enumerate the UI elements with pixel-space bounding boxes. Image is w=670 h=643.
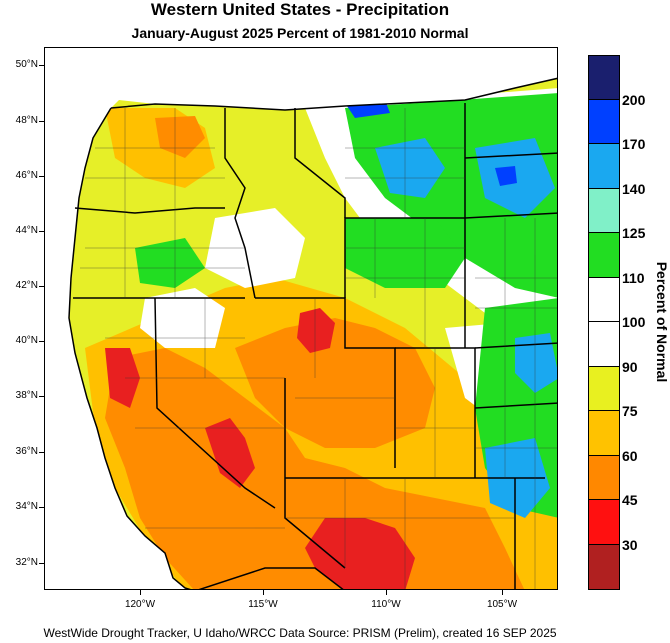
- legend-swatch-4: [589, 189, 619, 233]
- region-washington-dry: [155, 116, 205, 158]
- lat-tick-38: [39, 396, 45, 397]
- region-southwest-dry: [105, 348, 525, 589]
- legend-swatch-5: [589, 233, 619, 278]
- legend-label-125: 125: [622, 225, 646, 241]
- legend-swatch-11: [589, 500, 619, 545]
- lon-label-115: 115°W: [248, 599, 278, 610]
- color-legend: [588, 55, 620, 590]
- lat-label-44: 44°N: [15, 225, 38, 236]
- legend-swatch-12: [589, 545, 619, 589]
- lon-tick-120: [140, 589, 141, 595]
- region-dakota-very-wet: [495, 166, 517, 186]
- legend-swatch-10: [589, 456, 619, 500]
- lat-label-40: 40°N: [15, 335, 38, 346]
- map-canvas: [68, 77, 557, 589]
- legend-swatch-9: [589, 411, 619, 456]
- lat-label-42: 42°N: [15, 280, 38, 291]
- legend-label-140: 140: [622, 181, 646, 197]
- lat-label-36: 36°N: [15, 446, 38, 457]
- lat-tick-34: [39, 507, 45, 508]
- region-nevada-very-dry: [205, 418, 255, 488]
- legend-label-45: 45: [622, 492, 638, 508]
- lat-label-34: 34°N: [15, 501, 38, 512]
- legend-swatch-1: [589, 56, 619, 100]
- lat-label-38: 38°N: [15, 390, 38, 401]
- region-nevada-normal: [140, 288, 225, 348]
- lat-tick-44: [39, 231, 45, 232]
- legend-swatch-8: [589, 367, 619, 411]
- region-california-very-dry: [105, 348, 140, 408]
- lon-label-105: 105°W: [486, 599, 518, 610]
- region-utah-very-dry: [297, 308, 335, 353]
- county-lines: [80, 108, 557, 589]
- region-arizona-very-dry: [305, 518, 415, 589]
- legend-label-60: 60: [622, 448, 638, 464]
- legend-swatch-3: [589, 144, 619, 189]
- state-boundaries: [73, 103, 557, 589]
- lon-tick-105: [502, 589, 503, 595]
- legend-label-200: 200: [622, 92, 646, 108]
- lat-label-48: 48°N: [15, 115, 38, 126]
- legend-swatch-7: [589, 322, 619, 367]
- lat-tick-40: [39, 341, 45, 342]
- region-kansas-wet: [515, 333, 557, 393]
- map-subtitle: January-August 2025 Percent of 1981-2010…: [131, 25, 469, 41]
- legend-swatch-2: [589, 100, 619, 144]
- precipitation-map: [44, 47, 558, 590]
- lat-tick-48: [39, 121, 45, 122]
- legend-label-75: 75: [622, 403, 638, 419]
- lon-label-120: 120°W: [124, 599, 156, 610]
- legend-label-90: 90: [622, 359, 638, 375]
- lat-tick-42: [39, 286, 45, 287]
- lat-tick-32: [39, 563, 45, 564]
- region-idaho-above: [135, 238, 205, 288]
- lon-label-110: 110°W: [371, 599, 401, 610]
- region-montana-wet: [375, 138, 445, 198]
- lat-label-50: 50°N: [15, 59, 38, 70]
- legend-label-110: 110: [622, 270, 645, 286]
- mexico-border: [198, 567, 344, 589]
- legend-label-170: 170: [622, 136, 646, 152]
- footer-credit: WestWide Drought Tracker, U Idaho/WRCC D…: [43, 626, 557, 640]
- lat-label-32: 32°N: [15, 557, 38, 568]
- map-title: Western United States - Precipitation: [150, 0, 450, 19]
- legend-title: Percent of Normal: [654, 261, 670, 383]
- legend-swatch-6: [589, 278, 619, 322]
- lat-label-46: 46°N: [15, 170, 38, 181]
- lat-tick-36: [39, 452, 45, 453]
- coastline: [68, 107, 191, 589]
- legend-label-100: 100: [622, 314, 646, 330]
- lon-tick-115: [263, 589, 264, 595]
- canada-border: [110, 77, 557, 111]
- lat-tick-50: [39, 65, 45, 66]
- lat-tick-46: [39, 176, 45, 177]
- legend-label-30: 30: [622, 537, 638, 553]
- lon-tick-110: [386, 589, 387, 595]
